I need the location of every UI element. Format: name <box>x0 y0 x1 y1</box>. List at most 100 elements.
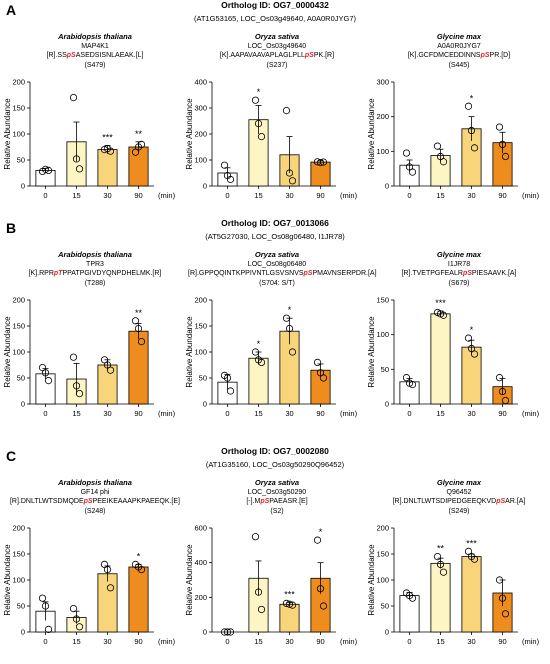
data-point <box>220 161 229 169</box>
x-tick-label: 0 <box>225 409 229 418</box>
x-tick-label: 0 <box>407 191 411 200</box>
data-point <box>75 165 84 173</box>
phospho-site: pS <box>303 270 313 277</box>
plot: Glycine max A0A0R0JYG7 [K].GCFDMCEDDINNSpS… <box>367 32 548 218</box>
x-unit-label: (min) <box>522 409 540 418</box>
y-tick-label: 0 <box>385 182 389 191</box>
data-point <box>257 132 266 141</box>
x-tick-label: 90 <box>498 409 506 418</box>
species-name: Oryza sativa <box>254 32 300 41</box>
plot: Arabidopsis thaliana GF14 phi [R].DNLTLWTS… <box>3 478 184 664</box>
data-point <box>470 350 479 358</box>
significance-mark: *** <box>284 590 295 600</box>
peptide-sequence: [K].AAPAVAAVAPLAGLPLLpSPK.[R] <box>219 52 335 59</box>
species-name: Glycine max <box>436 250 482 259</box>
data-point <box>72 382 81 390</box>
y-tick-label: 200 <box>12 296 25 305</box>
y-tick-label: 200 <box>12 524 25 533</box>
data-point <box>501 396 510 405</box>
x-tick-label: 0 <box>43 191 47 200</box>
data-point <box>41 369 50 377</box>
data-point <box>436 560 445 569</box>
y-tick-label: 200 <box>376 112 389 121</box>
x-tick-label: 30 <box>103 637 111 646</box>
y-tick-label: 200 <box>194 296 207 305</box>
y-tick-label: 150 <box>12 550 25 559</box>
peptide-sequence: [R].DNLTLWTSDMQDEpSPEEIKEAAAPKPAEEQK.[E] <box>9 498 180 505</box>
data-point <box>103 565 112 574</box>
data-point <box>106 147 115 155</box>
data-point <box>408 594 417 602</box>
y-tick-label: 0 <box>21 628 25 637</box>
y-tick-label: 50 <box>381 602 389 611</box>
x-tick-label: 15 <box>436 191 444 200</box>
x-tick-label: 15 <box>436 637 444 646</box>
data-point <box>106 584 115 592</box>
ortholog-title: Ortholog ID: OG7_0002080 <box>221 446 329 456</box>
protein-id: GF14 phi <box>80 489 110 496</box>
phospho-site: pS <box>260 498 270 505</box>
significance-mark: ** <box>437 544 445 554</box>
data-point <box>44 625 53 634</box>
x-tick-label: 90 <box>316 637 324 646</box>
bar <box>97 573 118 633</box>
data-point <box>316 159 325 167</box>
data-point <box>285 324 294 333</box>
significance-mark: * <box>257 339 261 349</box>
bar <box>248 357 269 405</box>
y-tick-label: 0 <box>21 182 25 191</box>
data-point <box>408 168 417 176</box>
x-tick-label: 0 <box>225 191 229 200</box>
data-point <box>44 377 53 385</box>
plot: Arabidopsis thaliana TPR3 [K].RPRpTPPATPGI… <box>3 250 184 436</box>
species-name: Oryza sativa <box>254 478 300 487</box>
site-label: (T288) <box>84 280 106 287</box>
x-tick-label: 0 <box>43 637 47 646</box>
data-point <box>501 152 510 161</box>
x-tick-label: 90 <box>498 637 506 646</box>
significance-mark: * <box>257 87 261 97</box>
data-point <box>226 387 235 395</box>
y-tick-label: 100 <box>376 330 389 339</box>
data-point <box>405 163 414 171</box>
y-tick-label: 150 <box>194 322 207 331</box>
x-tick-label: 15 <box>254 409 262 418</box>
y-tick-label: 150 <box>376 550 389 559</box>
x-tick-label: 90 <box>316 191 324 200</box>
data-point <box>313 536 322 544</box>
protein-id: LOC_Os03g50290 <box>247 489 307 496</box>
y-axis-label: Relative Abundance <box>185 544 194 616</box>
x-tick-label: 0 <box>43 409 47 418</box>
y-tick-label: 100 <box>376 576 389 585</box>
data-point <box>223 628 232 636</box>
panel-letter: B <box>6 220 17 236</box>
bar-chart: 0 50 100 150 Relative Abundance 0 *** 15 * 30 90 (m… <box>367 296 540 419</box>
data-point <box>134 324 143 333</box>
data-point <box>251 96 260 104</box>
data-point <box>288 348 297 356</box>
data-point <box>464 547 473 555</box>
peptide-sequence: [K].GCFDMCEDDINNSpSPR.[D] <box>407 52 511 59</box>
x-tick-label: 15 <box>72 191 80 200</box>
data-point <box>498 387 507 396</box>
data-point <box>285 169 294 177</box>
data-point <box>137 140 146 149</box>
y-tick-label: 200 <box>194 130 207 139</box>
plot: Oryza sativa LOC_Os03g49640 [K].AAPAVAAVAP… <box>185 32 366 218</box>
x-tick-label: 15 <box>254 637 262 646</box>
x-tick-label: 90 <box>134 191 142 200</box>
data-point <box>408 380 417 389</box>
data-point <box>75 390 84 398</box>
data-point <box>223 374 232 382</box>
plot: Oryza sativa LOC_Os08g06480 [R].GPPQQINTKP… <box>185 250 377 436</box>
data-point <box>137 565 146 574</box>
y-tick-label: 0 <box>21 400 25 409</box>
y-tick-label: 300 <box>194 104 207 113</box>
data-point <box>69 605 78 613</box>
y-axis-label: Relative Abundance <box>3 544 12 616</box>
y-tick-label: 100 <box>12 576 25 585</box>
data-point <box>464 334 473 342</box>
y-tick-label: 300 <box>376 78 389 87</box>
y-axis-label: Relative Abundance <box>3 98 12 170</box>
data-point <box>44 166 53 175</box>
